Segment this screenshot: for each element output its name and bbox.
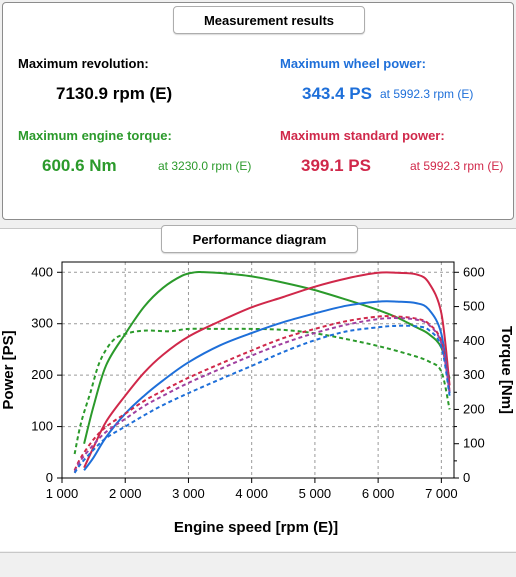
max-wheel-power-label: Maximum wheel power: — [280, 56, 426, 71]
max-revolution-label: Maximum revolution: — [18, 56, 149, 71]
chart-series — [73, 270, 451, 474]
y2-tick-label: 100 — [463, 436, 485, 451]
chart-grid — [61, 262, 454, 479]
max-revolution-value: 7130.9 rpm (E) — [56, 84, 173, 103]
max-standard-power-rpm: at 5992.3 rpm (E) — [410, 159, 504, 173]
chart-axes: 1 000 2 000 3 000 4 000 5 000 6 000 7 000 0 100 2… — [31, 264, 484, 501]
y-tick-label: 300 — [31, 316, 53, 331]
measurement-results-header[interactable]: Measurement results — [173, 6, 365, 34]
y2-tick-label: 500 — [463, 299, 485, 314]
y2-tick-label: 300 — [463, 367, 485, 382]
max-wheel-power-rpm: at 5992.3 rpm (E) — [380, 87, 474, 101]
y-tick-label: 0 — [46, 470, 53, 485]
y2-tick-label: 200 — [463, 401, 485, 416]
series-line-2 — [83, 271, 451, 469]
y2-tick-label: 0 — [463, 470, 470, 485]
x-tick-label: 2 000 — [109, 486, 142, 501]
max-standard-power-label: Maximum standard power: — [280, 128, 445, 143]
max-engine-torque-value: 600.6 Nm — [42, 156, 117, 175]
y-tick-label: 400 — [31, 264, 53, 279]
max-standard-power-value: 399.1 PS — [301, 156, 371, 175]
series-line-5 — [73, 317, 451, 473]
x-tick-label: 3 000 — [172, 486, 205, 501]
series-line-3 — [83, 300, 451, 471]
plot-frame — [61, 261, 455, 479]
performance-chart: 1 000 2 000 3 000 4 000 5 000 6 000 7 000 0 100 2… — [0, 261, 515, 536]
x-tick-label: 7 000 — [425, 486, 458, 501]
max-engine-torque-label: Maximum engine torque: — [18, 128, 172, 143]
x-tick-label: 6 000 — [362, 486, 395, 501]
y-axis-label: Power [PS] — [0, 330, 17, 409]
bottom-bar — [0, 552, 516, 577]
y-tick-label: 100 — [31, 419, 53, 434]
performance-diagram-area — [0, 228, 516, 551]
y2-tick-label: 400 — [463, 333, 485, 348]
max-wheel-power-value: 343.4 PS — [302, 84, 372, 103]
performance-diagram-header[interactable]: Performance diagram — [161, 225, 358, 253]
series-line-4 — [73, 315, 451, 471]
measurement-results-panel — [2, 2, 514, 220]
y-tick-label: 200 — [31, 367, 53, 382]
max-engine-torque-rpm: at 3230.0 rpm (E) — [158, 159, 252, 173]
series-line-1 — [73, 327, 451, 455]
x-tick-label: 1 000 — [46, 486, 79, 501]
x-tick-label: 4 000 — [235, 486, 268, 501]
series-line-6 — [73, 324, 451, 474]
x-axis-label: Engine speed [rpm (E)] — [174, 519, 338, 536]
y2-axis-label: Torque [Nm] — [498, 326, 515, 414]
y2-tick-label: 600 — [463, 264, 485, 279]
x-tick-label: 5 000 — [299, 486, 332, 501]
